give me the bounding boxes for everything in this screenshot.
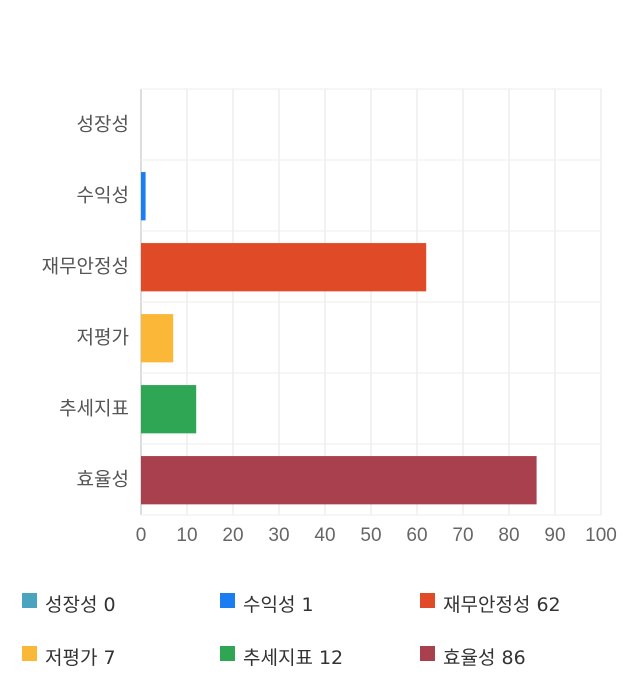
legend-swatch [420, 645, 435, 661]
category-label: 수익성 [77, 185, 129, 207]
x-tick-label: 10 [176, 525, 197, 546]
legend-item-undervalued: 저평가 7 [22, 641, 116, 671]
legend-item-trend: 추세지표 12 [220, 641, 343, 671]
legend-label: 재무안정성 62 [443, 593, 561, 616]
bar [141, 243, 427, 292]
chart-bars [141, 172, 537, 505]
legend-swatch [420, 592, 435, 608]
x-tick-label: 50 [360, 525, 381, 546]
bar [141, 172, 146, 221]
legend-item-growth: 성장성 0 [22, 588, 116, 618]
chart-grid [140, 88, 602, 516]
x-tick-label: 40 [314, 525, 335, 546]
category-label: 재무안정성 [42, 256, 129, 278]
category-label: 효율성 [77, 469, 129, 491]
legend-swatch [220, 592, 235, 608]
x-tick-label: 30 [268, 525, 289, 546]
legend-swatch [22, 645, 37, 661]
legend-swatch [22, 592, 37, 608]
bar [141, 456, 537, 505]
legend-swatch [220, 645, 235, 661]
legend-label: 추세지표 12 [243, 646, 344, 669]
category-label: 저평가 [77, 327, 129, 349]
x-tick-label: 100 [585, 525, 617, 546]
x-tick-label: 70 [452, 525, 473, 546]
legend-label: 성장성 0 [45, 593, 116, 616]
legend-label: 저평가 7 [45, 646, 116, 669]
legend-label: 수익성 1 [243, 593, 314, 616]
bar [141, 385, 197, 434]
x-tick-label: 90 [544, 525, 565, 546]
x-axis-ticks: 0 10 20 30 40 50 60 70 80 90 100 [136, 525, 617, 546]
legend-item-profitability: 수익성 1 [220, 588, 314, 618]
x-tick-label: 0 [136, 525, 147, 546]
legend-item-stability: 재무안정성 62 [420, 588, 561, 618]
x-tick-label: 80 [498, 525, 519, 546]
legend-label: 효율성 86 [443, 646, 526, 669]
x-tick-label: 60 [406, 525, 427, 546]
x-tick-label: 20 [222, 525, 243, 546]
legend-item-efficiency: 효율성 86 [420, 641, 526, 671]
category-label: 추세지표 [59, 398, 129, 420]
bar [141, 314, 174, 363]
category-label: 성장성 [77, 114, 129, 136]
